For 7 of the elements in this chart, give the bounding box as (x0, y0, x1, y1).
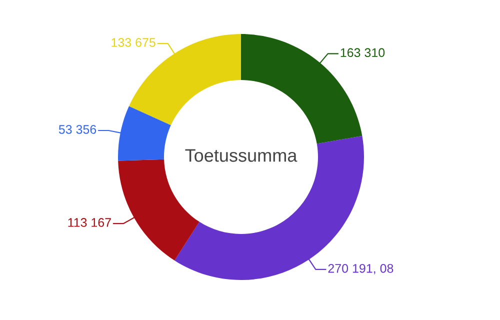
data-label: 270 191, 08 (328, 264, 394, 274)
data-label: 163 310 (340, 48, 385, 58)
data-label: 53 356 (58, 125, 96, 134)
data-label: 113 167 (68, 218, 111, 227)
donut-slice (241, 34, 362, 144)
data-label: 133 675 (112, 38, 156, 47)
text: Toetussumma (185, 149, 298, 162)
